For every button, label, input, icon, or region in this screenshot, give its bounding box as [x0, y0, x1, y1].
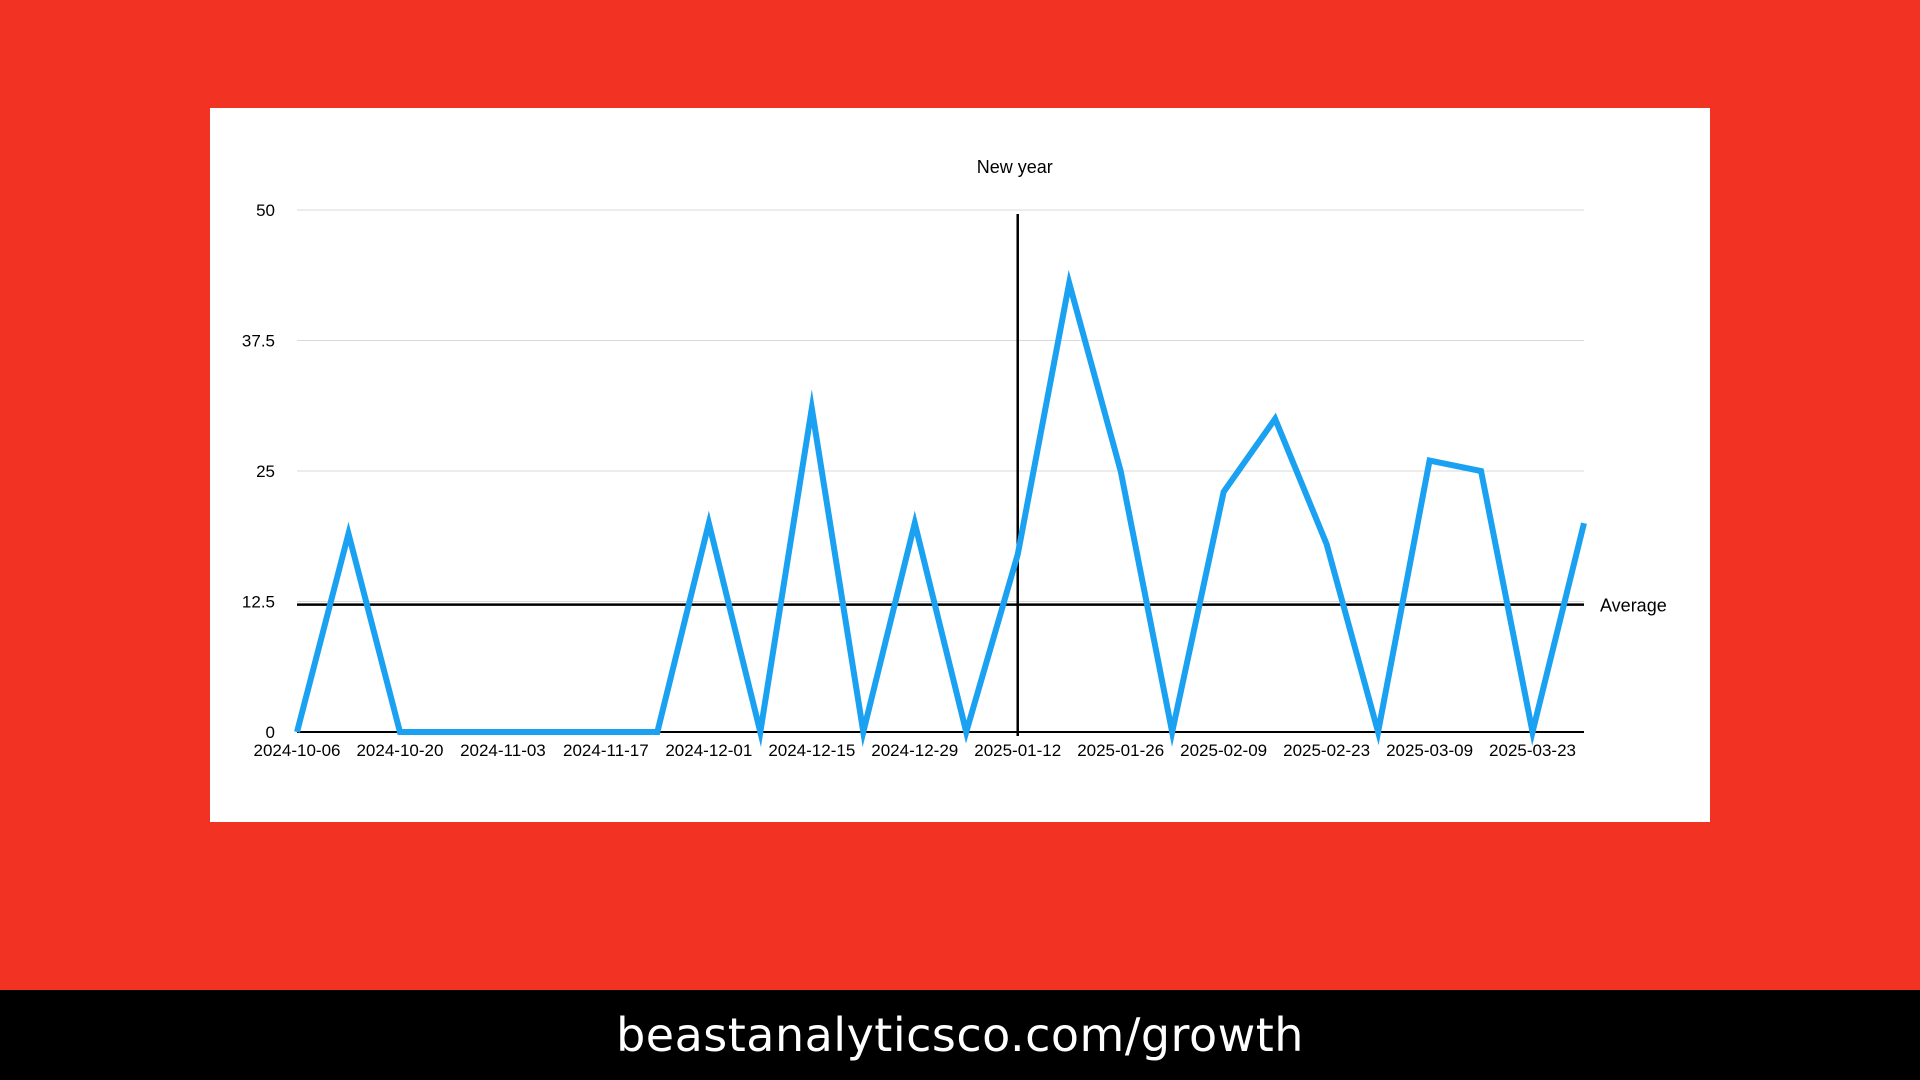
- y-tick-label: 25: [256, 462, 275, 481]
- footer-bar: beastanalyticsco.com/growth: [0, 990, 1920, 1080]
- new-year-label: New year: [977, 157, 1053, 177]
- x-tick-label: 2025-02-09: [1180, 741, 1267, 760]
- y-axis-ticks: 0 12.5 25 37.5 50: [242, 201, 275, 742]
- x-tick-label: 2024-10-20: [356, 741, 443, 760]
- x-tick-label: 2025-01-12: [974, 741, 1061, 760]
- y-tick-label: 37.5: [242, 332, 275, 351]
- chart-card: 0 12.5 25 37.5 50 2024-10-06 2024-10-20 2024-1…: [210, 108, 1710, 822]
- x-tick-label: 2024-10-06: [254, 741, 341, 760]
- x-tick-label: 2024-12-01: [665, 741, 752, 760]
- x-tick-label: 2025-03-23: [1489, 741, 1576, 760]
- footer-url[interactable]: beastanalyticsco.com/growth: [616, 1008, 1304, 1062]
- series-layer: [294, 269, 1587, 748]
- x-tick-label: 2025-01-26: [1077, 741, 1164, 760]
- x-axis-ticks: 2024-10-06 2024-10-20 2024-11-03 2024-11-17…: [254, 741, 1576, 760]
- average-label: Average: [1600, 596, 1667, 616]
- reference-lines: Average New year: [297, 157, 1667, 736]
- series-line: [294, 269, 1587, 748]
- x-tick-label: 2025-03-09: [1386, 741, 1473, 760]
- x-tick-label: 2025-02-23: [1283, 741, 1370, 760]
- y-tick-label: 12.5: [242, 593, 275, 612]
- x-tick-label: 2024-11-17: [563, 741, 649, 760]
- y-tick-label: 0: [266, 723, 275, 742]
- x-tick-label: 2024-11-03: [460, 741, 546, 760]
- x-tick-label: 2024-12-15: [768, 741, 855, 760]
- x-tick-label: 2024-12-29: [871, 741, 958, 760]
- y-tick-label: 50: [256, 201, 275, 220]
